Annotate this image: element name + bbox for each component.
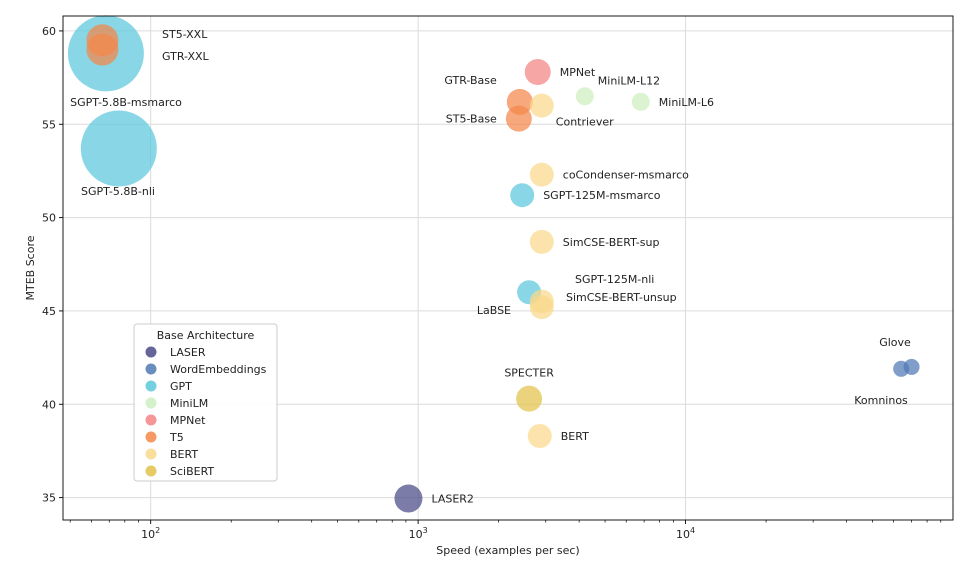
point-label: SPECTER [504,367,554,380]
legend-label: WordEmbeddings [170,363,267,376]
point-label: Komninos [854,394,908,407]
point-label: GTR-XXL [162,50,210,63]
data-point [529,93,554,118]
data-point [394,484,423,513]
point-label: SGPT-5.8B-msmarco [70,96,182,109]
legend-label: T5 [169,431,184,444]
data-points [67,15,920,513]
data-point [529,229,554,254]
point-label: ST5-Base [446,113,497,126]
point-label: MPNet [560,66,596,79]
point-label: BERT [561,430,589,443]
y-tick-label: 45 [42,305,56,318]
point-label: LASER2 [431,493,473,506]
x-tick-label: 104 [676,526,695,541]
y-tick-label: 55 [42,118,56,131]
plot-frame [62,15,954,521]
data-point [524,59,551,85]
point-label: SGPT-125M-msmarco [543,189,661,202]
data-point [80,110,157,187]
legend-marker [145,414,157,426]
legend-label: BERT [170,448,198,461]
point-label: SGPT-125M-nli [575,273,654,286]
y-tick-label: 35 [42,492,56,505]
plot-border [62,15,954,521]
legend-label: GPT [170,380,192,393]
point-label: SimCSE-BERT-unsup [566,291,677,304]
data-point [529,162,554,187]
x-axis-label: Speed (examples per sec) [436,544,579,557]
point-label: SGPT-5.8B-nli [81,185,155,198]
point-label: coCondenser-msmarco [563,169,689,182]
point-label: GTR-Base [444,74,497,87]
data-point [86,33,119,66]
data-point [505,105,532,132]
point-label: SimCSE-BERT-sup [563,236,660,249]
point-label: MiniLM-L6 [659,96,714,109]
data-point [575,87,594,106]
y-tick-label: 50 [42,212,56,225]
point-label: MiniLM-L12 [598,74,660,87]
legend-title: Base Architecture [157,329,255,342]
point-label: Glove [879,336,911,349]
legend-marker [145,465,157,477]
data-point [527,424,552,448]
axis-ticks: 35 40 45 50 55 60 102 103 104 [42,25,942,541]
legend-label: SciBERT [170,465,214,478]
legend-box [133,323,278,482]
legend-label: MiniLM [170,397,208,410]
legend-marker [145,380,157,392]
y-tick-label: 60 [42,25,56,38]
legend-label: MPNet [170,414,206,427]
data-point [516,385,543,412]
data-point [510,183,535,208]
legend-marker [145,346,157,358]
legend-marker [145,448,157,460]
legend-marker [145,363,157,375]
x-tick-label: 102 [141,526,160,541]
point-label: LaBSE [477,304,511,317]
legend-marker [145,397,157,409]
data-point [529,295,554,320]
legend-label: LASER [170,346,206,359]
point-labels: ST5-XXL GTR-XXL SGPT-5.8B-msmarco SGPT-5.8B… [70,28,911,506]
x-tick-label: 103 [409,526,428,541]
data-point [893,360,910,377]
point-label: Contriever [556,116,614,129]
y-axis-label: MTEB Score [24,235,37,300]
legend-marker [145,431,157,443]
point-label: ST5-XXL [162,28,208,41]
legend: Base Architecture LASER WordEmbeddings GPT… [133,323,278,482]
data-point [631,92,650,111]
y-tick-label: 40 [42,398,56,411]
